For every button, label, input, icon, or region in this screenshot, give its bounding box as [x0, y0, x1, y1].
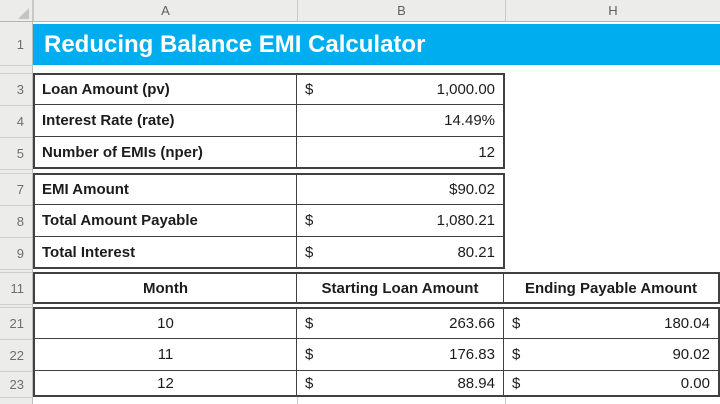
cell-b23-starting[interactable]: $ 88.94: [297, 371, 504, 395]
cell-a8-total-payable-label[interactable]: Total Amount Payable: [35, 205, 297, 236]
cell-b21-starting[interactable]: $ 263.66: [297, 309, 504, 338]
table-row: 10 $ 263.66 $ 180.04: [35, 309, 718, 339]
cell-value: 90.02: [672, 346, 710, 363]
currency-symbol: $: [512, 315, 521, 332]
column-header-b[interactable]: B: [297, 0, 505, 21]
row-header-5[interactable]: 5: [16, 145, 24, 161]
gutter-separator: [0, 205, 32, 206]
gridline: [505, 397, 506, 404]
gutter-separator: [0, 272, 32, 273]
table-row: Month Starting Loan Amount Ending Payabl…: [35, 274, 718, 302]
row-header-7[interactable]: 7: [16, 181, 24, 197]
currency-symbol: $: [305, 374, 314, 392]
cell-b4-interest-rate-value[interactable]: 14.49%: [444, 112, 495, 129]
cell-b7-emi-amount-value[interactable]: $90.02: [449, 181, 495, 198]
currency-symbol: $: [305, 243, 314, 261]
column-header-a[interactable]: A: [33, 0, 297, 21]
table-row: Interest Rate (rate) 14.49%: [35, 105, 503, 137]
cell-h23-ending[interactable]: $ 0.00: [504, 371, 718, 395]
row-header-11[interactable]: 11: [10, 280, 25, 296]
cell-value: 1,080.21: [436, 212, 495, 229]
gutter-separator: [0, 137, 32, 138]
title-cell[interactable]: Reducing Balance EMI Calculator: [33, 24, 720, 65]
cell-b8-total-payable-value[interactable]: $ 1,080.21: [297, 205, 503, 236]
select-all-button[interactable]: [0, 0, 33, 21]
cell-h21-ending[interactable]: $ 180.04: [504, 309, 718, 338]
row-header-9[interactable]: 9: [16, 245, 24, 261]
cell-a4-interest-rate-label[interactable]: Interest Rate (rate): [35, 105, 297, 136]
gutter-separator: [0, 169, 32, 170]
cell-b9-total-interest-value[interactable]: $ 80.21: [297, 237, 503, 267]
cell-h22-ending[interactable]: $ 90.02: [504, 339, 718, 370]
gutter-separator: [0, 237, 32, 238]
gutter-separator: [0, 105, 32, 106]
cell-h11-ending-header[interactable]: Ending Payable Amount: [525, 279, 697, 297]
currency-symbol: $: [512, 346, 521, 363]
cell-a3-loan-amount-label[interactable]: Loan Amount (pv): [35, 75, 297, 104]
currency-symbol: $: [305, 212, 314, 229]
gutter-separator: [0, 339, 32, 340]
column-header-strip: A B H: [0, 0, 720, 22]
cell-a23-month[interactable]: 12: [35, 371, 297, 395]
cell-a11-month-header[interactable]: Month: [35, 274, 297, 302]
cell-b5-nper-value[interactable]: 12: [478, 143, 495, 161]
table-row: 12 $ 88.94 $ 0.00: [35, 371, 718, 395]
cell-value: 176.83: [449, 346, 495, 363]
cell-b11-starting-header[interactable]: Starting Loan Amount: [297, 274, 504, 302]
gutter-separator: [0, 397, 32, 398]
currency-symbol: $: [305, 315, 314, 332]
row-header-23[interactable]: 23: [9, 376, 24, 392]
column-header-h[interactable]: H: [505, 0, 720, 21]
row-header-8[interactable]: 8: [16, 213, 24, 229]
currency-symbol: $: [305, 81, 314, 98]
cell-value: 263.66: [449, 315, 495, 332]
row-header-1[interactable]: 1: [16, 37, 24, 52]
cell-a21-month[interactable]: 10: [35, 309, 297, 338]
row-header-22[interactable]: 22: [9, 347, 24, 363]
table-row: Loan Amount (pv) $ 1,000.00: [35, 75, 503, 105]
cell-value: 80.21: [457, 243, 495, 261]
gutter-separator: [0, 173, 32, 174]
row-header-4[interactable]: 4: [16, 113, 24, 129]
row-header-21[interactable]: 21: [9, 315, 24, 331]
gridline: [297, 397, 298, 404]
row-gutter: [0, 22, 33, 404]
table-row: Number of EMIs (nper) 12: [35, 137, 503, 167]
gutter-separator: [0, 307, 32, 308]
schedule-rows-block: 10 $ 263.66 $ 180.04 11 $ 176.83 $ 90.02…: [33, 307, 720, 397]
gutter-separator: [0, 65, 32, 66]
table-row: Total Interest $ 80.21: [35, 237, 503, 267]
cell-value: 180.04: [664, 315, 710, 332]
cell-a9-total-interest-label[interactable]: Total Interest: [35, 237, 297, 267]
currency-symbol: $: [512, 374, 521, 392]
currency-symbol: $: [305, 346, 314, 363]
table-row: Total Amount Payable $ 1,080.21: [35, 205, 503, 237]
row-header-3[interactable]: 3: [16, 81, 24, 97]
cell-a7-emi-amount-label[interactable]: EMI Amount: [35, 175, 297, 204]
table-row: 11 $ 176.83 $ 90.02: [35, 339, 718, 371]
table-row: EMI Amount $90.02: [35, 175, 503, 205]
schedule-header-block: Month Starting Loan Amount Ending Payabl…: [33, 272, 720, 304]
gutter-separator: [0, 304, 32, 305]
cell-a22-month[interactable]: 11: [35, 339, 297, 370]
loan-inputs-block: Loan Amount (pv) $ 1,000.00 Interest Rat…: [33, 73, 505, 169]
cell-value: 1,000.00: [436, 81, 495, 98]
cell-a5-nper-label[interactable]: Number of EMIs (nper): [35, 137, 297, 167]
cell-b22-starting[interactable]: $ 176.83: [297, 339, 504, 370]
gutter-separator: [0, 269, 32, 270]
cell-value: 0.00: [680, 374, 710, 392]
gutter-separator: [0, 371, 32, 372]
cell-b3-loan-amount-value[interactable]: $ 1,000.00: [297, 75, 503, 104]
select-all-triangle-icon: [18, 8, 29, 19]
results-block: EMI Amount $90.02 Total Amount Payable $…: [33, 173, 505, 269]
gutter-separator: [0, 73, 32, 74]
cell-value: 88.94: [457, 374, 495, 392]
